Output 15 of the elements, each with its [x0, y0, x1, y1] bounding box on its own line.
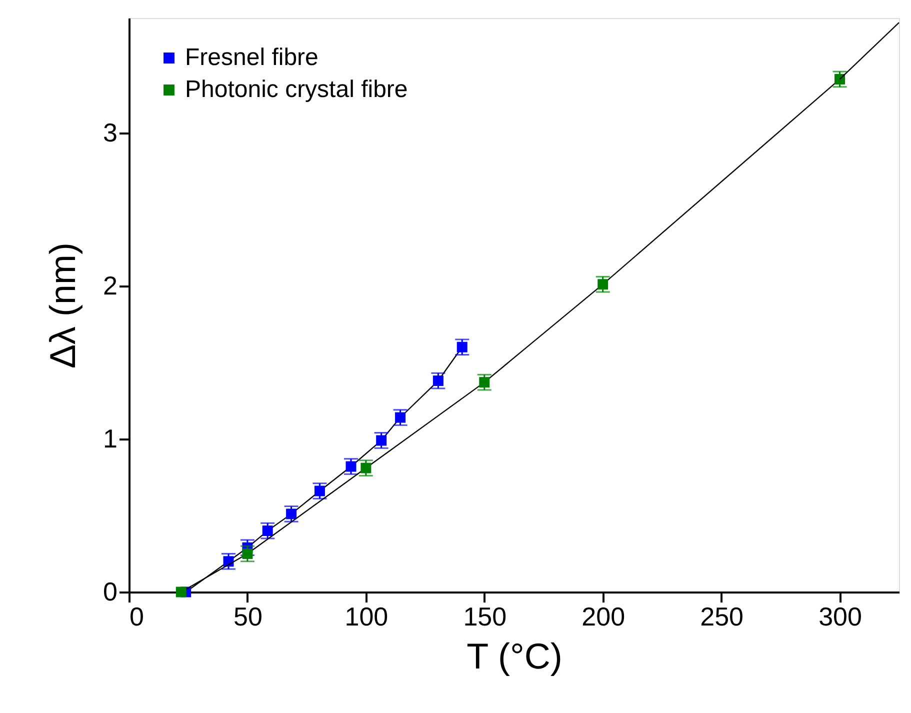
y-tick-label: 1 — [103, 423, 118, 454]
x-tick-label: 0 — [130, 602, 144, 632]
y-tick-label: 0 — [103, 576, 118, 606]
x-tick-label: 200 — [582, 602, 626, 632]
x-axis-title: T (°C) — [466, 636, 562, 676]
legend-label: Photonic crystal fibre — [185, 76, 408, 103]
x-tick-label: 100 — [344, 602, 388, 632]
x-tick-label: 300 — [818, 602, 862, 632]
y-tick-label: 3 — [103, 117, 118, 148]
x-tick-label: 250 — [700, 602, 744, 632]
x-tick-label: 150 — [463, 602, 507, 632]
legend-label: Fresnel fibre — [185, 44, 318, 71]
x-tick-label: 50 — [234, 602, 262, 632]
y-axis-title: Δλ (nm) — [42, 242, 84, 369]
y-tick-label: 2 — [103, 270, 118, 300]
